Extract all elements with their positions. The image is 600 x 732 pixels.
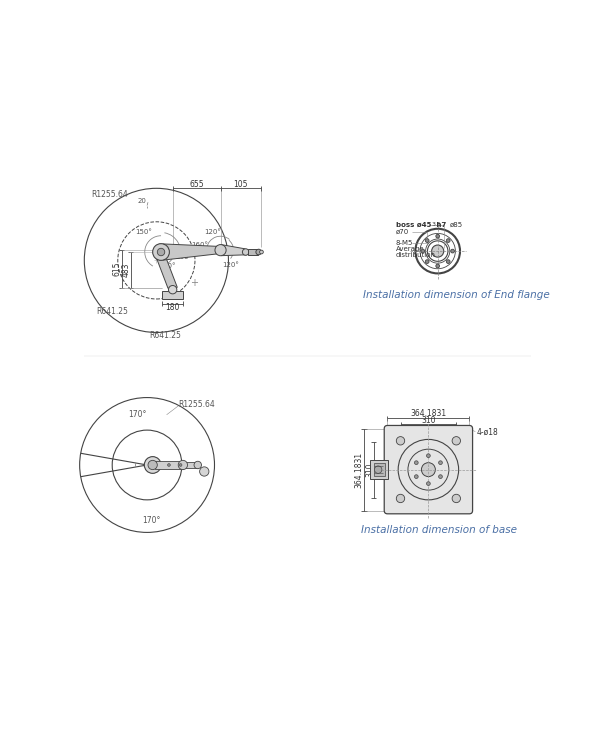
Circle shape	[169, 285, 177, 294]
Polygon shape	[155, 250, 178, 288]
Circle shape	[242, 249, 249, 255]
Circle shape	[148, 460, 157, 470]
Circle shape	[397, 494, 404, 503]
Circle shape	[179, 463, 182, 466]
Circle shape	[439, 461, 442, 465]
Text: Average: Average	[396, 246, 424, 253]
Text: 105: 105	[233, 180, 248, 189]
Text: R641.25: R641.25	[149, 331, 181, 340]
Circle shape	[178, 460, 188, 470]
Circle shape	[452, 494, 460, 503]
Bar	[248, 249, 258, 255]
Circle shape	[256, 249, 262, 255]
Text: 20: 20	[138, 198, 147, 204]
Text: ø70: ø70	[396, 228, 409, 234]
Text: Installation dimension of base: Installation dimension of base	[361, 525, 517, 535]
Bar	[370, 460, 388, 479]
Circle shape	[144, 457, 161, 474]
Text: boss ø45  h7: boss ø45 h7	[396, 222, 446, 228]
Text: 483: 483	[122, 263, 131, 277]
Circle shape	[397, 436, 404, 445]
Bar	[374, 463, 385, 476]
Text: 655: 655	[189, 180, 204, 189]
Text: 120°: 120°	[223, 262, 239, 268]
Circle shape	[446, 260, 450, 264]
Circle shape	[415, 475, 418, 479]
Polygon shape	[163, 244, 221, 260]
Circle shape	[152, 244, 169, 261]
Text: 160°: 160°	[191, 242, 208, 247]
Text: 4-ø18: 4-ø18	[476, 428, 498, 437]
Circle shape	[260, 250, 263, 254]
Circle shape	[431, 245, 444, 257]
Text: 3.5: 3.5	[431, 222, 441, 227]
Text: ø85: ø85	[449, 222, 463, 228]
Text: 170°: 170°	[128, 410, 147, 419]
Text: 150°: 150°	[135, 230, 152, 236]
Circle shape	[421, 249, 425, 253]
Circle shape	[452, 436, 460, 445]
Circle shape	[157, 248, 165, 255]
FancyBboxPatch shape	[384, 425, 473, 514]
Text: R641.25: R641.25	[96, 307, 128, 316]
Text: 364.1831: 364.1831	[410, 409, 446, 418]
Text: 170°: 170°	[143, 516, 161, 526]
Circle shape	[415, 461, 418, 465]
Text: 160°: 160°	[175, 254, 192, 260]
Bar	[163, 291, 183, 299]
Text: 364.1831: 364.1831	[354, 452, 363, 488]
Text: 615: 615	[112, 262, 121, 277]
Text: R1255.64: R1255.64	[91, 190, 128, 199]
Circle shape	[215, 244, 226, 255]
Text: R1255.64: R1255.64	[179, 400, 215, 409]
Circle shape	[194, 461, 202, 468]
Circle shape	[425, 260, 429, 264]
Text: 70°: 70°	[163, 263, 176, 269]
Text: +: +	[190, 277, 197, 288]
Circle shape	[439, 475, 442, 479]
Circle shape	[374, 466, 382, 474]
Bar	[183, 462, 198, 468]
Text: 180: 180	[166, 303, 180, 313]
Text: 310: 310	[365, 463, 374, 477]
Circle shape	[446, 239, 450, 242]
Text: 120°: 120°	[204, 228, 221, 234]
Circle shape	[421, 463, 436, 477]
Bar	[155, 461, 183, 468]
Circle shape	[451, 249, 454, 253]
Text: 8-M5: 8-M5	[396, 239, 413, 246]
Circle shape	[425, 239, 429, 242]
Circle shape	[167, 463, 170, 466]
Polygon shape	[221, 244, 247, 255]
Circle shape	[427, 482, 430, 485]
Circle shape	[436, 264, 440, 268]
Circle shape	[427, 454, 430, 458]
Circle shape	[200, 467, 209, 476]
Text: Installation dimension of End flange: Installation dimension of End flange	[364, 291, 550, 300]
Text: 310: 310	[421, 416, 436, 425]
Circle shape	[436, 234, 440, 238]
Text: distribution: distribution	[396, 253, 436, 258]
